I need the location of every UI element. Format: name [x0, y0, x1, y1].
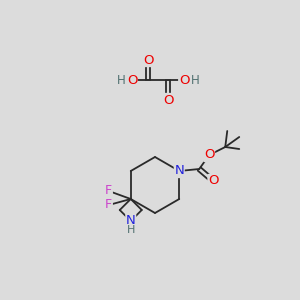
Text: O: O	[163, 94, 173, 106]
Text: H: H	[127, 225, 135, 235]
Text: H: H	[117, 74, 125, 86]
Text: F: F	[105, 184, 112, 197]
Text: N: N	[174, 164, 184, 178]
Text: O: O	[127, 74, 137, 86]
Text: O: O	[208, 175, 218, 188]
Text: F: F	[105, 199, 112, 212]
Text: O: O	[204, 148, 214, 161]
Text: O: O	[179, 74, 189, 86]
Text: O: O	[143, 53, 153, 67]
Text: N: N	[126, 214, 136, 227]
Text: H: H	[190, 74, 200, 86]
